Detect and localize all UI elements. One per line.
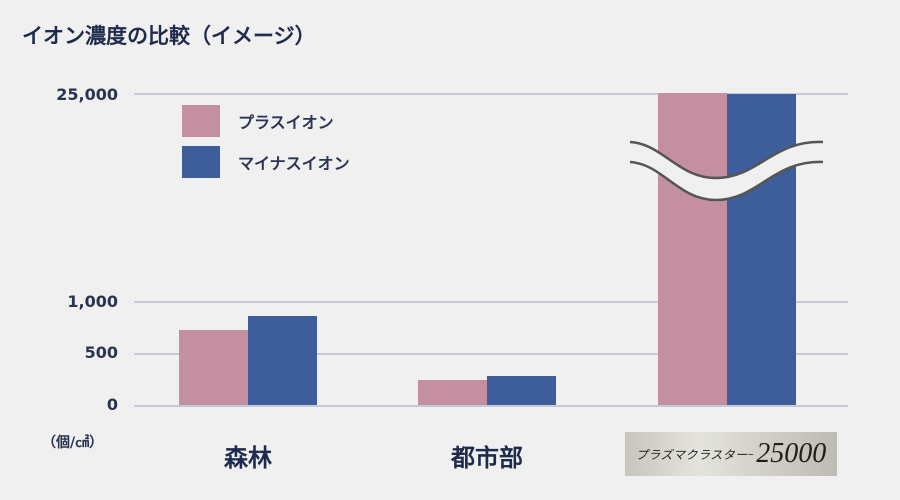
legend-label-plus: プラスイオン: [238, 113, 334, 132]
x-label-forest: 森林: [224, 444, 272, 472]
bar-forest-minus: [248, 316, 317, 405]
bar-plasmacluster-minus: [727, 94, 796, 405]
y-tick-500: 500: [84, 343, 118, 362]
gridline-0: [134, 405, 848, 407]
y-tick-25000: 25,000: [56, 85, 118, 104]
bar-urban-plus: [418, 380, 487, 405]
y-tick-0: 0: [106, 395, 118, 414]
legend-item-plus: プラスイオン: [182, 105, 334, 137]
chart-title: イオン濃度の比較（イメージ）: [22, 24, 316, 48]
bar-forest-plus: [179, 330, 248, 405]
legend-label-minus: マイナスイオン: [238, 154, 350, 173]
bar-plasmacluster-plus: [658, 93, 727, 405]
badge-number: 25000: [756, 438, 827, 469]
gridline-500: [134, 353, 848, 355]
gridline-25000: [134, 93, 848, 95]
legend-swatch-minus: [182, 146, 220, 178]
badge-dash: –: [747, 447, 755, 461]
badge-text: プラズマクラスター: [635, 447, 748, 462]
bar-urban-minus: [487, 376, 556, 405]
legend-item-minus: マイナスイオン: [182, 146, 350, 178]
x-label-urban: 都市部: [451, 444, 523, 472]
axis-break-wave-icon: [629, 140, 823, 202]
x-label-plasmacluster-badge: プラズマクラスター –25000: [625, 432, 837, 476]
legend-swatch-plus: [182, 105, 220, 137]
y-unit-label: （個/㎠）: [42, 435, 104, 451]
gridline-1000: [134, 301, 848, 303]
y-tick-1000: 1,000: [67, 292, 118, 311]
